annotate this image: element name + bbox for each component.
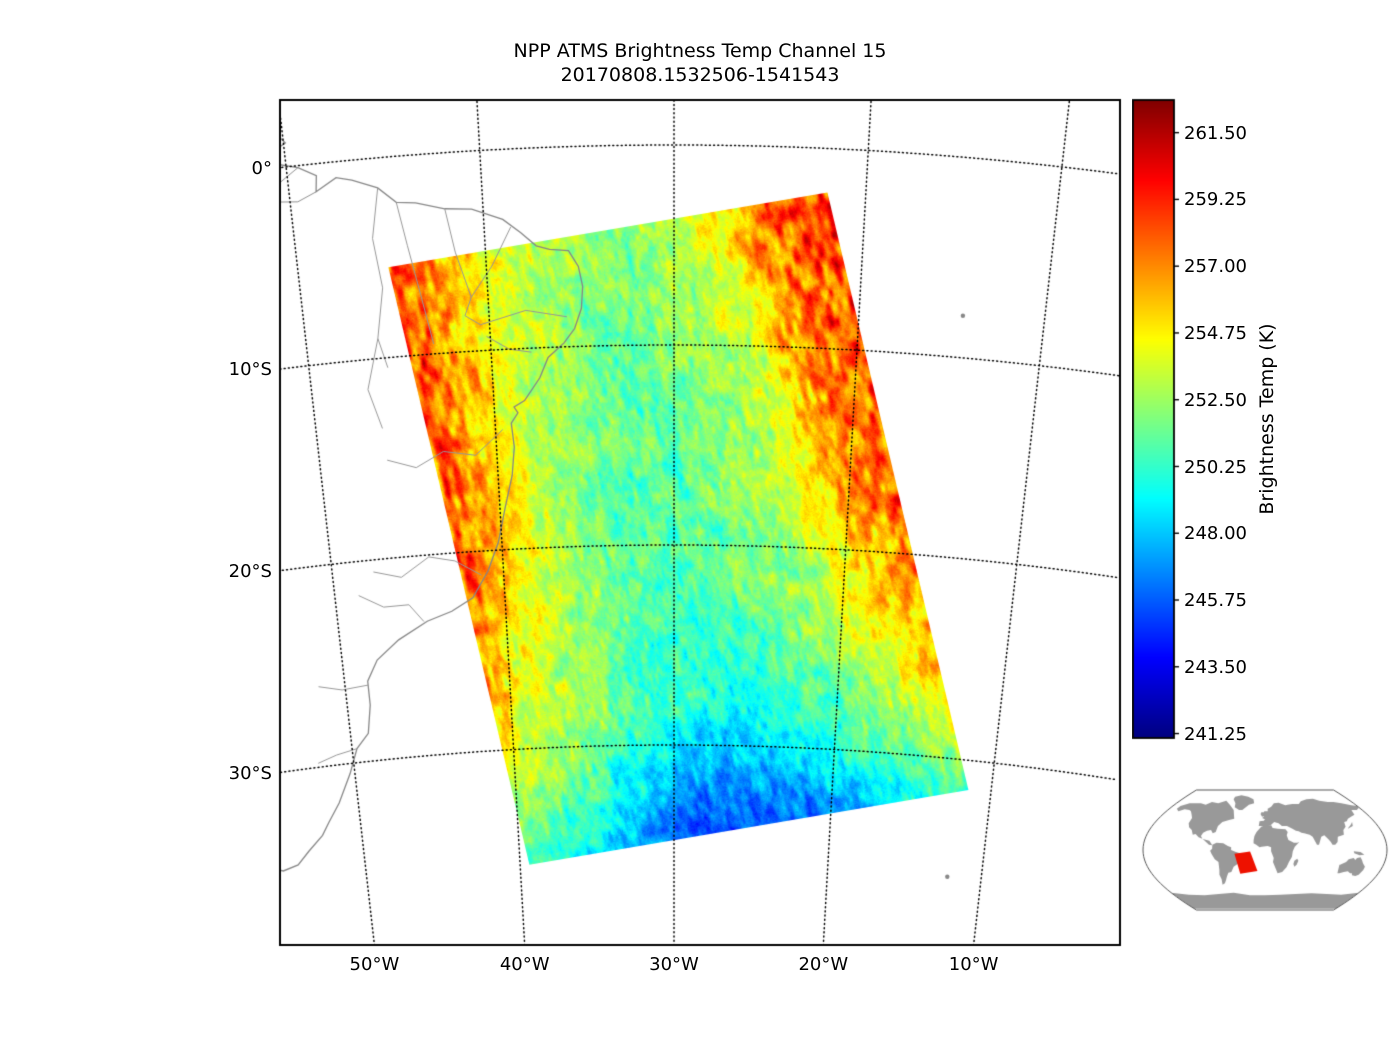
y-tick-label: 0° <box>251 157 272 179</box>
colorbar-tick-label: 248.00 <box>1184 523 1247 545</box>
colorbar-tick-label: 261.50 <box>1184 122 1247 144</box>
colorbar-canvas <box>1132 98 1180 740</box>
x-tick-label: 40°W <box>499 954 550 975</box>
colorbar-tick-label: 241.25 <box>1184 723 1247 745</box>
colorbar-tick-label: 243.50 <box>1184 656 1247 678</box>
x-tick-label: 20°W <box>798 954 849 975</box>
colorbar-tick-label: 245.75 <box>1184 590 1247 611</box>
y-tick-label: 10°S <box>228 359 272 380</box>
x-tick-label: 30°W <box>649 954 699 975</box>
y-tick-label: 30°S <box>228 762 272 784</box>
x-tick-label: 10°W <box>948 954 999 975</box>
colorbar-tick-label: 257.00 <box>1184 256 1247 278</box>
colorbar-tick-label: 254.75 <box>1184 322 1247 344</box>
colorbar-axis-label: Brightness Temp (K) <box>1256 323 1278 515</box>
colorbar-tick-label: 250.25 <box>1184 456 1247 478</box>
x-tick-label: 50°W <box>349 954 400 975</box>
y-tick-label: 20°S <box>228 560 272 582</box>
inset-world-map-canvas <box>1140 783 1390 917</box>
colorbar-tick-label: 252.50 <box>1184 389 1247 411</box>
colorbar-tick-label: 259.25 <box>1184 189 1247 211</box>
